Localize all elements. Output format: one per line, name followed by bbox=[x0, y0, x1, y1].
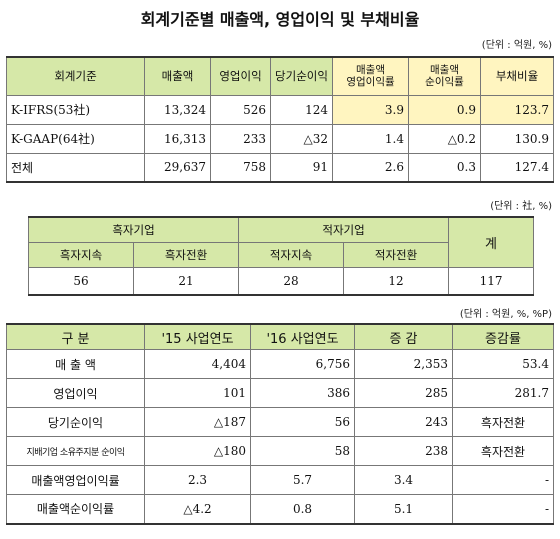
cell-change: 5.1 bbox=[354, 494, 453, 525]
cell-debt-ratio: 130.9 bbox=[480, 123, 554, 154]
cell-fy2015: 4,404 bbox=[144, 349, 251, 379]
cell-debt-ratio: 123.7 bbox=[480, 94, 554, 125]
header-turned-profit: 흑자전환 bbox=[132, 242, 240, 268]
cell-net-margin: △0.2 bbox=[408, 123, 481, 154]
row-label: K-GAAP(64社) bbox=[6, 123, 145, 154]
cell-turned-loss: 12 bbox=[343, 267, 450, 296]
row-label: K-IFRS(53社) bbox=[6, 94, 145, 125]
table-row: 당기순이익 △187 56 243 흑자전환 bbox=[6, 407, 554, 437]
cell-net-income: △32 bbox=[270, 123, 333, 154]
header-change-rate: 증감률 bbox=[452, 323, 554, 350]
header-fy2015: '15 사업연도 bbox=[144, 323, 251, 350]
header-net-margin: 매출액 순이익률 bbox=[408, 56, 481, 96]
table-row: K-IFRS(53社) 13,324 526 124 3.9 0.9 123.7 bbox=[6, 94, 554, 125]
header-net-income: 당기순이익 bbox=[270, 56, 333, 96]
header-profit-continued: 흑자지속 bbox=[28, 242, 134, 268]
cell-fy2015: △4.2 bbox=[144, 494, 251, 525]
cell-change: 285 bbox=[354, 378, 453, 408]
cell-revenue: 13,324 bbox=[144, 94, 211, 125]
table-row: 56 21 28 12 117 bbox=[28, 267, 535, 296]
table-row: 매 출 액 4,404 6,756 2,353 53.4 bbox=[6, 349, 554, 379]
row-label: 지배기업 소유주지분 순이익 bbox=[6, 436, 145, 466]
header-debt-ratio: 부채비율 bbox=[480, 56, 554, 96]
row-label: 매출액영업이익률 bbox=[6, 465, 145, 495]
row-label: 매출액순이익률 bbox=[6, 494, 145, 525]
header-operating-margin: 매출액 영업이익률 bbox=[332, 56, 409, 96]
cell-profit-continued: 56 bbox=[28, 267, 134, 296]
header-profit-companies: 흑자기업 bbox=[27, 216, 240, 243]
cell-change-rate: 53.4 bbox=[452, 349, 554, 379]
document-title: 회계기준별 매출액, 영업이익 및 부채비율 bbox=[140, 10, 420, 29]
header-turned-loss: 적자전환 bbox=[343, 242, 450, 268]
header-operating-profit: 영업이익 bbox=[210, 56, 271, 96]
header-fy2016: '16 사업연도 bbox=[250, 323, 355, 350]
cell-fy2016: 56 bbox=[250, 407, 355, 437]
cell-change: 238 bbox=[354, 436, 453, 466]
cell-fy2015: 2.3 bbox=[144, 465, 251, 495]
header-accounting-standard: 회계기준 bbox=[6, 56, 145, 96]
cell-net-income: 124 bbox=[270, 94, 333, 125]
cell-operating-profit: 233 bbox=[210, 123, 271, 154]
cell-fy2016: 5.7 bbox=[250, 465, 355, 495]
cell-change-rate: - bbox=[452, 465, 554, 495]
header-category: 구 분 bbox=[6, 323, 145, 350]
cell-fy2015: △180 bbox=[144, 436, 251, 466]
table-year-comparison: 구 분 '15 사업연도 '16 사업연도 증 감 증감률 매 출 액 4,40… bbox=[6, 323, 554, 525]
table-profit-status: 흑자기업 적자기업 계 흑자지속 흑자전환 적자지속 적자전환 56 21 28… bbox=[27, 216, 535, 296]
cell-change-rate: 흑자전환 bbox=[452, 436, 554, 466]
cell-loss-continued: 28 bbox=[238, 267, 345, 296]
cell-fy2016: 386 bbox=[250, 378, 355, 408]
table-row: 지배기업 소유주지분 순이익 △180 58 238 흑자전환 bbox=[6, 436, 554, 466]
header-revenue: 매출액 bbox=[144, 56, 211, 96]
cell-fy2016: 6,756 bbox=[250, 349, 355, 379]
cell-turned-profit: 21 bbox=[132, 267, 240, 296]
cell-operating-profit: 526 bbox=[210, 94, 271, 125]
table-row: 매출액영업이익률 2.3 5.7 3.4 - bbox=[6, 465, 554, 495]
cell-change: 2,353 bbox=[354, 349, 453, 379]
table1-unit: (단위 : 억원, %) bbox=[481, 40, 552, 51]
cell-change: 243 bbox=[354, 407, 453, 437]
table-row: 매출액순이익률 △4.2 0.8 5.1 - bbox=[6, 494, 554, 525]
cell-change-rate: - bbox=[452, 494, 554, 525]
cell-fy2015: 101 bbox=[144, 378, 251, 408]
table-row: 전체 29,637 758 91 2.6 0.3 127.4 bbox=[6, 152, 554, 183]
cell-net-margin: 0.9 bbox=[408, 94, 481, 125]
cell-debt-ratio: 127.4 bbox=[480, 152, 554, 183]
cell-change-rate: 흑자전환 bbox=[452, 407, 554, 437]
cell-operating-margin: 3.9 bbox=[332, 94, 409, 125]
table-accounting-standards: 회계기준 매출액 영업이익 당기순이익 매출액 영업이익률 매출액 순이익률 부… bbox=[6, 56, 554, 183]
row-label: 영업이익 bbox=[6, 378, 145, 408]
row-label: 전체 bbox=[6, 152, 145, 183]
cell-net-income: 91 bbox=[270, 152, 333, 183]
cell-fy2016: 58 bbox=[250, 436, 355, 466]
table3-unit: (단위 : 억원, %, %P) bbox=[459, 309, 552, 320]
row-label: 매 출 액 bbox=[6, 349, 145, 379]
cell-operating-profit: 758 bbox=[210, 152, 271, 183]
cell-fy2015: △187 bbox=[144, 407, 251, 437]
table2-unit: (단위 : 社, %) bbox=[490, 201, 552, 212]
header-loss-continued: 적자지속 bbox=[238, 242, 345, 268]
cell-revenue: 29,637 bbox=[144, 152, 211, 183]
header-change: 증 감 bbox=[354, 323, 453, 350]
cell-net-margin: 0.3 bbox=[408, 152, 481, 183]
cell-fy2016: 0.8 bbox=[250, 494, 355, 525]
cell-operating-margin: 2.6 bbox=[332, 152, 409, 183]
cell-change: 3.4 bbox=[354, 465, 453, 495]
header-total: 계 bbox=[448, 216, 535, 268]
table-row: K-GAAP(64社) 16,313 233 △32 1.4 △0.2 130.… bbox=[6, 123, 554, 154]
table-row: 영업이익 101 386 285 281.7 bbox=[6, 378, 554, 408]
header-loss-companies: 적자기업 bbox=[238, 216, 450, 243]
cell-change-rate: 281.7 bbox=[452, 378, 554, 408]
row-label: 당기순이익 bbox=[6, 407, 145, 437]
cell-operating-margin: 1.4 bbox=[332, 123, 409, 154]
cell-revenue: 16,313 bbox=[144, 123, 211, 154]
cell-total: 117 bbox=[448, 267, 535, 296]
